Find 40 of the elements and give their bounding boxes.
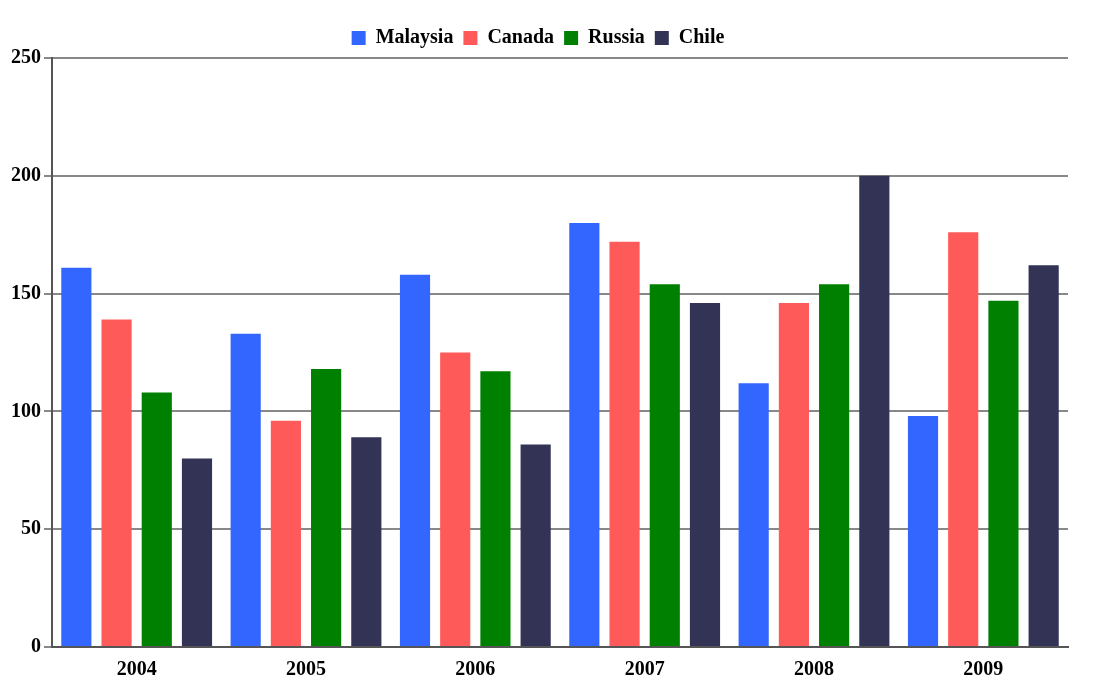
bar [988,300,1019,646]
bar [440,352,471,646]
bar [480,371,511,646]
bar [351,437,382,646]
bar [1028,265,1059,646]
x-tick-label: 2004 [116,657,157,680]
bar [520,444,551,646]
bar [569,222,600,646]
x-tick-label: 2008 [794,657,834,680]
y-tick-label: 0 [31,634,41,657]
bar [819,284,850,646]
bar [61,267,92,646]
legend-label: Russia [588,25,645,48]
bar [738,383,769,646]
bar [859,175,890,646]
y-tick-label: 150 [11,280,41,303]
bar [689,303,721,646]
bar [649,284,680,646]
y-tick-label: 50 [21,516,41,539]
y-tick-label: 250 [11,45,41,68]
bar [907,416,939,646]
x-tick-label: 2007 [624,657,665,680]
legend-label: Canada [487,25,555,48]
bar [778,303,809,646]
bar [399,274,431,646]
x-tick-label: 2005 [286,657,326,680]
bar [101,319,132,646]
x-tick-label: 2009 [963,657,1004,680]
y-tick-label: 100 [11,398,41,421]
x-tick-label: 2006 [455,657,496,680]
bar [141,392,172,646]
bar [230,333,261,646]
bar [948,232,979,646]
legend-label: Chile [678,25,725,48]
bar [311,368,342,646]
bar [181,458,213,646]
bar [270,420,301,646]
bar [609,241,640,646]
legend-label: Malaysia [375,25,454,49]
y-tick-label: 200 [11,162,41,185]
